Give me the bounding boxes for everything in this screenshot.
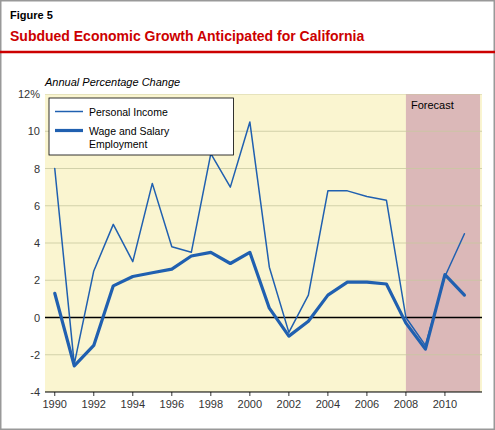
chart: Figure 5 Subdued Economic Growth Anticipa… [0,0,495,430]
x-tick [327,392,328,396]
grid-line [45,354,482,355]
x-tick-label: 1994 [121,398,145,410]
x-tick [171,392,172,396]
plot-background [45,94,482,392]
x-tick [93,392,94,396]
x-tick [249,392,250,396]
title-rule [0,51,495,54]
x-tick-label: 2010 [433,398,457,410]
y-tick-label: 8 [34,163,40,175]
subtitle: Figure 5 [10,9,53,21]
legend-label-line: Personal Income [89,106,168,118]
legend-label: Wage and SalaryEmployment [89,125,170,150]
grid-line [45,392,482,393]
grid-line [45,168,482,169]
y-tick-label: 6 [34,200,40,212]
x-tick-label: 2006 [355,398,379,410]
x-tick [444,392,445,396]
x-tick-label: 2008 [394,398,418,410]
x-tick-label: 1992 [82,398,106,410]
x-tick-label: 2000 [238,398,262,410]
x-tick-label: 1998 [199,398,223,410]
x-tick [288,392,289,396]
y-tick-label: 10 [28,125,40,137]
grid-line [45,205,482,206]
y-tick-label: 0 [34,312,40,324]
y-tick-label: 4 [34,237,40,249]
x-tick-label: 1990 [43,398,67,410]
x-tick-label: 2004 [316,398,340,410]
x-tick-label: 1996 [160,398,184,410]
y-tick-label: -4 [30,386,40,398]
series-line [55,252,465,366]
plot-area [45,94,482,392]
legend: Personal Income Wage and SalaryEmployment [49,98,234,155]
x-tick [366,392,367,396]
grid-line [45,94,482,95]
y-tick-label: 12% [18,88,40,100]
page-border [1,1,495,430]
x-tick [405,392,406,396]
series-line [55,122,465,364]
legend-box [49,98,234,155]
x-tick [132,392,133,396]
x-tick [54,392,55,396]
x-tick-label: 2002 [277,398,301,410]
x-axis-line [45,392,482,393]
legend-swatch [55,129,83,132]
grid-line [45,280,482,281]
title: Subdued Economic Growth Anticipated for … [10,28,364,44]
y-tick-label: 2 [34,274,40,286]
y-tick-label: -2 [30,349,40,361]
legend-label-line: Employment [89,138,147,150]
grid-line [45,243,482,244]
legend-swatch [55,111,83,113]
annotation: Forecast [411,99,454,111]
zero-line [45,317,482,318]
x-tick [210,392,211,396]
legend-label: Personal Income [89,106,168,118]
y-axis-label: Annual Percentage Change [44,76,180,88]
legend-label-line: Wage and Salary [89,125,170,137]
